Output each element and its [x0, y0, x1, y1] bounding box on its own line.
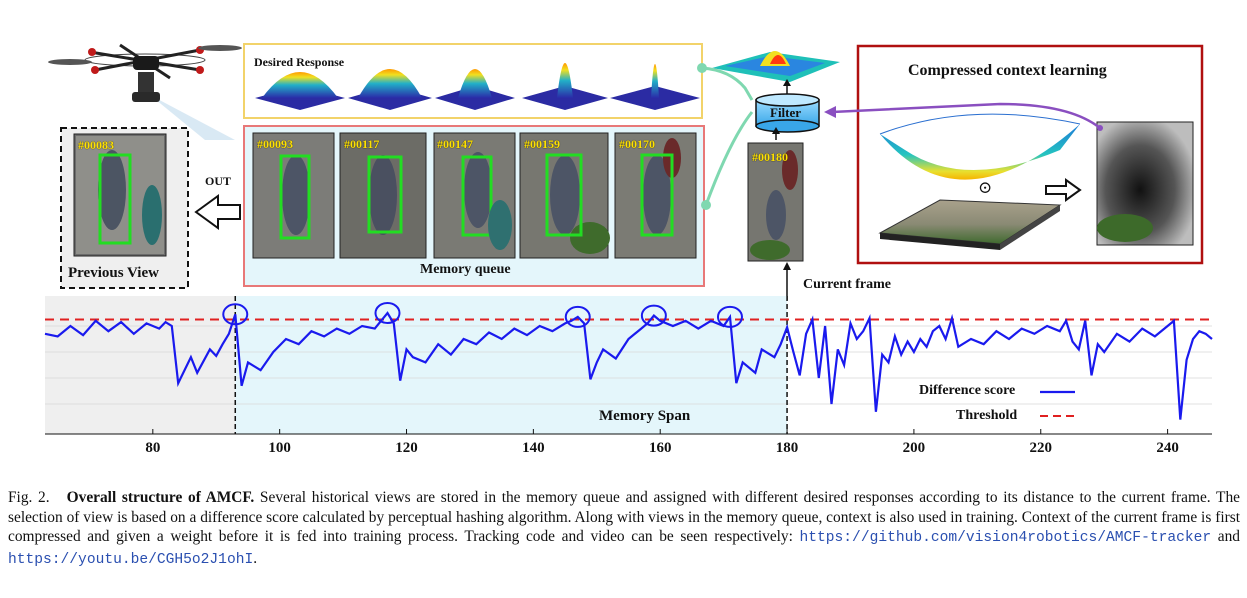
caption-title: Overall structure of AMCF.	[66, 489, 255, 506]
figure-caption: Fig. 2. Overall structure of AMCF. Sever…	[8, 488, 1240, 570]
previous-frame-tag: #00083	[78, 138, 114, 152]
queue-frame-tag: #00170	[619, 137, 655, 151]
x-tick-label: 140	[522, 440, 545, 456]
context-title: Compressed context learning	[908, 62, 1107, 79]
out-arrow-icon	[194, 194, 241, 230]
x-axis-ticks	[152, 429, 1169, 434]
github-link[interactable]: https://github.com/vision4robotics/AMCF-…	[799, 530, 1212, 546]
response-peaks	[255, 63, 700, 110]
marked-point-circle	[564, 305, 591, 328]
marked-points	[222, 302, 743, 328]
queue-frame-tag: #00117	[344, 137, 380, 151]
out-label: OUT	[205, 174, 232, 188]
current-frame-label: Current frame	[803, 277, 891, 292]
memory-queue-label: Memory queue	[420, 262, 511, 277]
previous-region	[45, 296, 236, 434]
odot-symbol: ⊙	[978, 178, 993, 197]
marked-point-circle	[222, 303, 249, 326]
current-frame-tag: #00180	[752, 150, 788, 164]
purple-arrow	[831, 102, 1101, 129]
marked-point-circle	[640, 304, 667, 327]
desired-response-label: Desired Response	[254, 55, 345, 69]
filter-label: Filter	[770, 105, 802, 120]
difference-score-chart	[44, 296, 1213, 435]
x-tick-label: 240	[1156, 440, 1179, 456]
filter-icon	[755, 93, 820, 133]
queue-frame-tag: #00159	[524, 137, 560, 151]
legend-score-label: Difference score	[919, 383, 1016, 398]
marked-point-circle	[374, 302, 401, 324]
youtube-link[interactable]: https://youtu.be/CGH5o2J1ohI	[8, 551, 254, 568]
chart-grid	[45, 325, 1212, 405]
hollow-arrow-icon	[1045, 178, 1082, 202]
drone-icon	[48, 43, 242, 140]
x-tick-label: 160	[648, 440, 672, 456]
caption-body: Several historical views are stored in t…	[8, 489, 1240, 545]
marked-point-circle	[716, 305, 743, 328]
queue-frame-tag: #00093	[257, 137, 293, 151]
previous-view-label: Previous View	[68, 265, 159, 281]
memory-span-label: Memory Span	[599, 408, 691, 424]
queue-frame-tag: #00147	[437, 137, 473, 151]
x-tick-label: 80	[145, 440, 161, 456]
context-image	[1096, 121, 1194, 246]
architecture-diagram	[48, 43, 1204, 300]
queue-frames	[252, 132, 697, 259]
caption-end: .	[253, 549, 258, 567]
filter-response-icon	[712, 51, 840, 82]
caption-and: and	[1217, 528, 1240, 545]
x-tick-label: 200	[902, 440, 926, 456]
bowl-surface-icon	[879, 113, 1081, 180]
memory-span-region	[235, 296, 788, 434]
legend-threshold-label: Threshold	[956, 408, 1018, 423]
x-tick-label: 100	[268, 440, 291, 456]
difference-score-line	[44, 311, 1213, 420]
x-tick-label: 180	[775, 440, 799, 456]
x-tick-label: 220	[1029, 440, 1053, 456]
scene-plane-icon	[878, 199, 1062, 250]
x-tick-label: 120	[395, 440, 418, 456]
green-arrows	[697, 63, 754, 210]
fig-label: Fig. 2.	[8, 489, 50, 506]
